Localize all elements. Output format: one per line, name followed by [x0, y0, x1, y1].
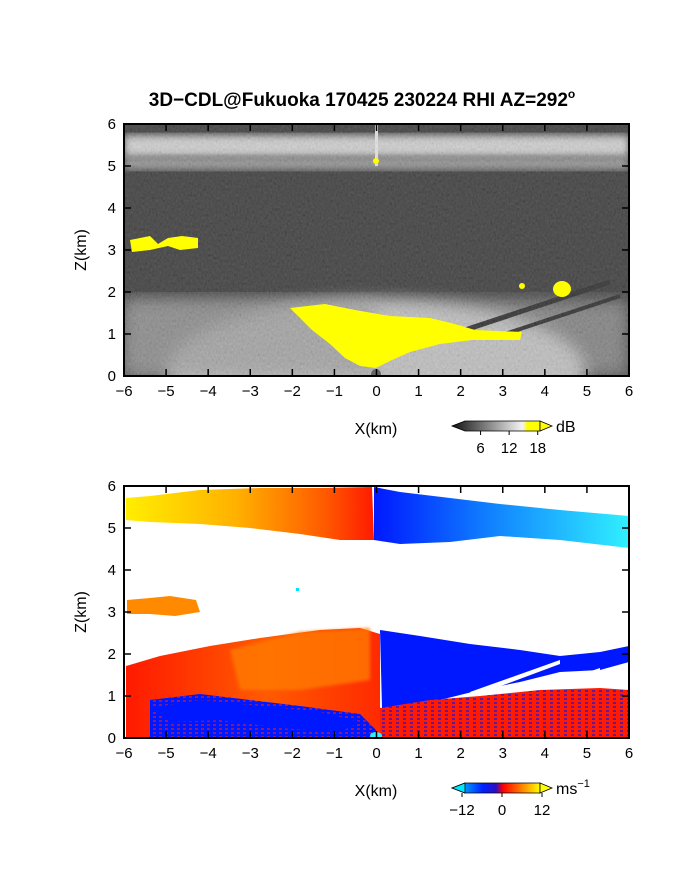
- x-tick-label: −6: [115, 383, 132, 400]
- saturated-patch-left: [130, 236, 198, 252]
- y-tick-label: 4: [108, 562, 116, 579]
- x-tick-label: 5: [583, 383, 591, 400]
- saturated-patch-right: [553, 281, 571, 297]
- y-tick-label: 3: [108, 242, 116, 259]
- patch-3km: [127, 596, 200, 616]
- velocity-ylabel: Z(km): [73, 591, 90, 633]
- x-tick-label: −4: [200, 745, 217, 762]
- colorbar-tick-label: 6: [476, 440, 484, 457]
- x-tick-label: 2: [456, 745, 464, 762]
- x-tick-label: 3: [499, 745, 507, 762]
- colorbar2-lower-arrow: [450, 782, 466, 794]
- x-tick-label: −3: [242, 745, 259, 762]
- y-tick-label: 3: [108, 604, 116, 621]
- colorbar-upper-arrow: [539, 420, 554, 432]
- y-tick-label: 2: [108, 646, 116, 663]
- saturated-dot: [373, 158, 379, 164]
- backscatter-colorbar: dB 6 12 18: [450, 419, 576, 457]
- colorbar-tick-label: 18: [529, 440, 546, 457]
- y-tick-label: 4: [108, 200, 116, 217]
- colorbar-tick-label: 0: [498, 802, 506, 819]
- x-tick-label: −3: [242, 383, 259, 400]
- velocity-plot-area: [124, 486, 629, 738]
- x-tick-label: 4: [541, 383, 549, 400]
- velocity-colorbar: ms−1 −12 0 12: [449, 778, 590, 819]
- x-tick-label: 3: [499, 383, 507, 400]
- upper-layer-positive: [126, 487, 374, 540]
- saturated-cloud: [290, 304, 522, 368]
- y-tick-label: 5: [108, 158, 116, 175]
- saturated-dot-2: [519, 283, 525, 289]
- velocity-xlabel: X(km): [355, 783, 398, 800]
- backscatter-ylabel: Z(km): [73, 229, 90, 271]
- colorbar2-ticks: −12 0 12: [449, 793, 550, 819]
- y-tick-label: 1: [108, 688, 116, 705]
- shadow-gap-1: [470, 660, 560, 696]
- x-tick-label: 6: [625, 745, 633, 762]
- x-tick-label: 5: [583, 745, 591, 762]
- x-tick-label: −2: [284, 745, 301, 762]
- velocity-axes: −6 −5 −4 −3 −2 −1 0 1 2 3 4 5 6 0 1 2 3 4 5 6: [108, 478, 634, 762]
- x-tick-label: −5: [158, 745, 175, 762]
- y-tick-label: 6: [108, 116, 116, 133]
- x-tick-label: 0: [372, 383, 380, 400]
- colorbar-tick-label: 12: [501, 440, 518, 457]
- x-tick-label: −4: [200, 383, 217, 400]
- y-tick-label: 6: [108, 478, 116, 495]
- near-surface-positive: [380, 688, 629, 738]
- colorbar-ticks: 6 12 18: [476, 431, 546, 457]
- x-tick-label: −6: [115, 745, 132, 762]
- x-tick-label: −5: [158, 383, 175, 400]
- y-tick-label: 0: [108, 730, 116, 747]
- near-surface-blue-band: [150, 700, 360, 732]
- colorbar-tick-label: −12: [449, 802, 474, 819]
- x-tick-label: 1: [414, 745, 422, 762]
- x-tick-label: −1: [326, 383, 343, 400]
- x-tick-label: −1: [326, 745, 343, 762]
- backscatter-xlabel: X(km): [355, 421, 398, 438]
- x-tick-label: 4: [541, 745, 549, 762]
- y-tick-label: 1: [108, 326, 116, 343]
- x-tick-label: −2: [284, 383, 301, 400]
- y-tick-label: 0: [108, 368, 116, 385]
- colorbar2-upper-arrow: [539, 782, 554, 794]
- speck: [296, 588, 299, 591]
- colorbar-ramp: [450, 420, 541, 432]
- lower-layer-negative: [380, 630, 629, 708]
- backscatter-plot-area: [124, 124, 629, 376]
- x-tick-label: 1: [414, 383, 422, 400]
- upper-layer-negative: [374, 487, 629, 548]
- chart-title: 3D−CDL@Fukuoka 170425 230224 RHI AZ=292o: [149, 87, 576, 111]
- y-tick-label: 5: [108, 520, 116, 537]
- x-tick-label: 2: [456, 383, 464, 400]
- y-tick-label: 2: [108, 284, 116, 301]
- backscatter-axes: −6 −5 −4 −3 −2 −1 0 1 2 3 4 5 6 0 1 2 3 4 5 6: [108, 116, 634, 400]
- colorbar-tick-label: 12: [534, 802, 551, 819]
- x-tick-label: 0: [372, 745, 380, 762]
- colorbar2-unit: ms−1: [556, 778, 590, 798]
- lower-layer-orange: [230, 628, 370, 690]
- x-tick-label: 6: [625, 383, 633, 400]
- colorbar-unit: dB: [556, 419, 576, 436]
